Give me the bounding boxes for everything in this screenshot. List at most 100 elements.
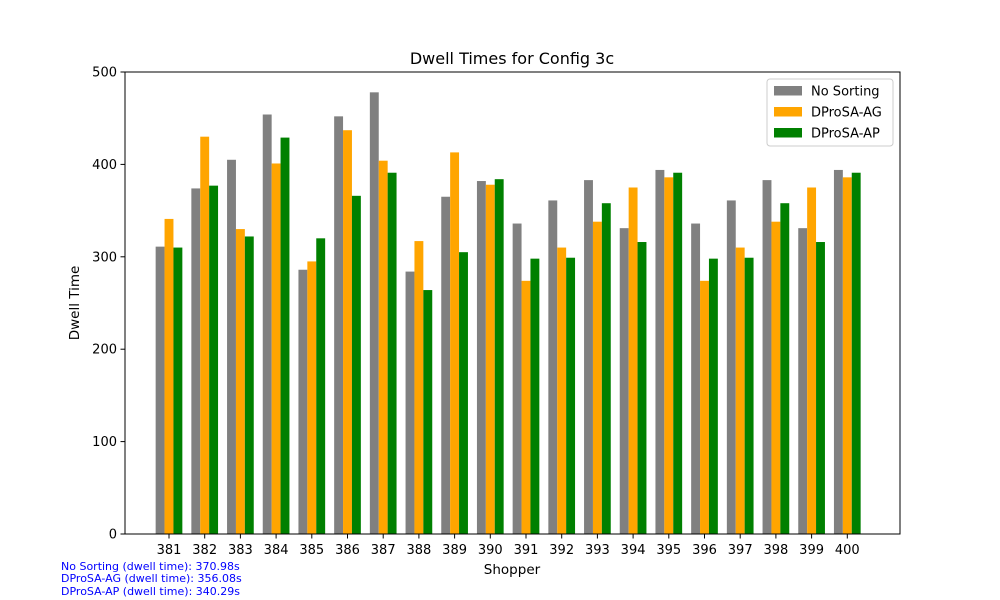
footnote-no-sorting: No Sorting (dwell time): 370.98s bbox=[61, 560, 240, 573]
x-tick-label: 397 bbox=[728, 543, 753, 558]
series-dprosa-ag bbox=[164, 130, 852, 535]
bar bbox=[298, 269, 308, 534]
x-tick-label: 396 bbox=[692, 543, 717, 558]
bar bbox=[494, 179, 504, 534]
bar bbox=[842, 177, 852, 534]
bar bbox=[521, 280, 531, 534]
bar bbox=[235, 229, 245, 534]
chart-title: Dwell Times for Config 3c bbox=[410, 49, 614, 68]
x-axis: 381 382 383 384 385 386 387 388 389 390 391 392 393 3… bbox=[157, 534, 860, 558]
x-tick-label: 382 bbox=[192, 543, 217, 558]
series-dprosa-ap bbox=[173, 137, 861, 534]
x-tick-label: 389 bbox=[442, 543, 467, 558]
bar bbox=[708, 258, 718, 534]
y-tick-label: 400 bbox=[92, 158, 117, 173]
bar bbox=[744, 257, 754, 534]
bar bbox=[628, 187, 638, 534]
bar bbox=[566, 257, 576, 534]
bar bbox=[762, 180, 772, 535]
bar bbox=[700, 280, 709, 534]
bar bbox=[601, 203, 611, 534]
bar bbox=[798, 228, 808, 534]
bar bbox=[485, 184, 495, 535]
axes-frame bbox=[124, 71, 901, 535]
bar bbox=[673, 172, 683, 534]
bar bbox=[227, 159, 236, 534]
bar bbox=[378, 160, 388, 534]
legend-label: No Sorting bbox=[811, 85, 880, 100]
bar bbox=[807, 187, 817, 534]
legend-label: DProSA-AP bbox=[811, 127, 880, 142]
bar bbox=[307, 261, 317, 534]
bar bbox=[619, 228, 629, 534]
bar bbox=[637, 242, 647, 534]
bar bbox=[726, 200, 736, 534]
bar bbox=[655, 169, 665, 534]
x-tick-label: 384 bbox=[264, 543, 289, 558]
x-tick-label: 398 bbox=[763, 543, 788, 558]
bar bbox=[343, 130, 352, 534]
footnote-dprosa-ag: DProSA-AG (dwell time): 356.08s bbox=[61, 572, 242, 586]
bar bbox=[691, 223, 701, 535]
bar bbox=[851, 172, 861, 534]
bar bbox=[155, 246, 165, 534]
bar bbox=[735, 247, 745, 534]
bar bbox=[592, 221, 602, 534]
bar bbox=[173, 247, 183, 534]
series-no-sorting bbox=[155, 92, 843, 535]
bar bbox=[530, 258, 540, 534]
bar bbox=[557, 247, 567, 534]
bar bbox=[164, 218, 174, 535]
y-tick-label: 300 bbox=[92, 250, 117, 265]
bar bbox=[316, 238, 326, 534]
x-tick-label: 393 bbox=[585, 543, 610, 558]
x-tick-label: 383 bbox=[228, 543, 253, 558]
x-tick-label: 395 bbox=[656, 543, 681, 558]
y-tick-label: 200 bbox=[92, 343, 117, 358]
bar bbox=[441, 196, 451, 535]
bar bbox=[771, 221, 781, 534]
footnotes: No Sorting (dwell time): 370.98s DProSA-… bbox=[61, 560, 242, 598]
legend-swatch bbox=[774, 128, 802, 138]
x-tick-label: 387 bbox=[371, 543, 396, 558]
bar bbox=[200, 136, 210, 534]
legend-swatch bbox=[774, 107, 802, 117]
bar bbox=[476, 181, 486, 534]
x-tick-label: 390 bbox=[478, 543, 503, 558]
bar bbox=[191, 188, 201, 535]
x-tick-label: 394 bbox=[621, 543, 646, 558]
bar bbox=[262, 114, 272, 534]
bar bbox=[280, 137, 290, 534]
bar bbox=[459, 252, 468, 534]
x-tick-label: 388 bbox=[406, 543, 431, 558]
y-axis: 0 100 200 300 400 500 bbox=[92, 66, 125, 543]
bar bbox=[584, 180, 593, 535]
bar bbox=[209, 185, 219, 534]
y-axis-label: Dwell Time bbox=[67, 266, 83, 341]
x-tick-label: 400 bbox=[835, 543, 860, 558]
bar bbox=[369, 92, 379, 534]
x-axis-label: Shopper bbox=[484, 562, 541, 578]
bar bbox=[664, 177, 674, 534]
bar bbox=[833, 169, 843, 534]
x-tick-label: 386 bbox=[335, 543, 360, 558]
bar bbox=[512, 223, 522, 535]
bar bbox=[816, 242, 825, 534]
bar bbox=[405, 271, 415, 534]
y-tick-label: 500 bbox=[92, 66, 117, 81]
x-tick-label: 392 bbox=[549, 543, 574, 558]
y-tick-label: 100 bbox=[92, 435, 117, 450]
bar bbox=[548, 200, 558, 534]
legend-label: DProSA-AG bbox=[811, 106, 882, 121]
legend: No Sorting DProSA-AG DProSA-AP bbox=[766, 78, 894, 147]
bar bbox=[271, 163, 281, 535]
bar bbox=[450, 152, 460, 534]
bars-layer bbox=[155, 92, 861, 535]
bar bbox=[780, 203, 790, 534]
bar bbox=[351, 195, 361, 534]
bar bbox=[414, 241, 424, 534]
y-tick-label: 0 bbox=[109, 528, 117, 543]
bar bbox=[334, 116, 344, 534]
x-tick-label: 399 bbox=[799, 543, 824, 558]
